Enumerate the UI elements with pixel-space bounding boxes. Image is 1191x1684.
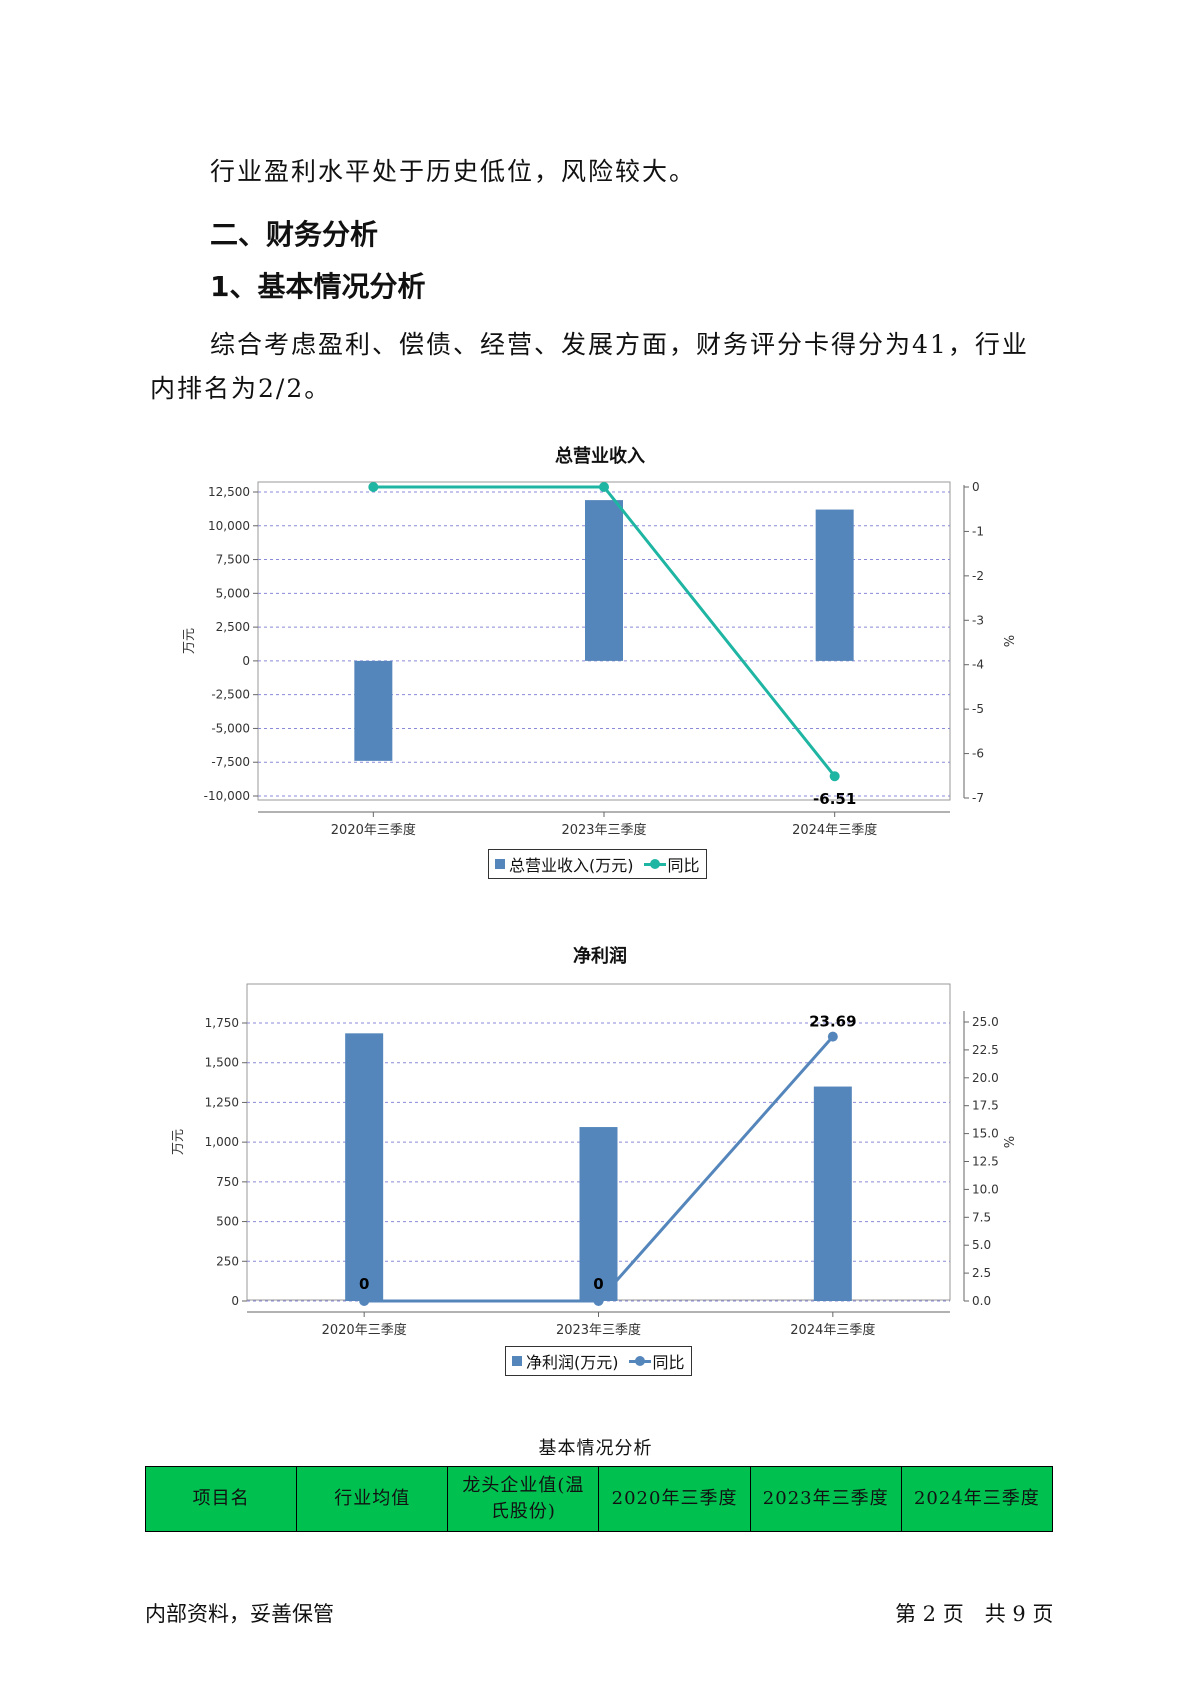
y2-tick-label: -5 (972, 702, 984, 716)
chart1-legend: 总营业收入(万元) 同比 (488, 849, 707, 879)
y-tick-label: 500 (216, 1215, 239, 1229)
line-point (368, 482, 379, 492)
table-caption: 基本情况分析 (538, 1438, 653, 1459)
data-label: 0 (359, 1275, 369, 1293)
chart2-title: 净利润 (573, 946, 627, 967)
y-tick-label: -5,000 (211, 721, 250, 735)
y2-tick-label: 15.0 (972, 1127, 999, 1141)
y2-tick-label: 0 (972, 480, 980, 494)
y2-tick-label: 20.0 (972, 1071, 999, 1085)
col-2020q3: 2020年三季度 (598, 1466, 751, 1532)
y-tick-label: -10,000 (204, 789, 250, 803)
legend-bar-swatch (512, 1356, 522, 1366)
x-tick-label: 2023年三季度 (556, 1322, 641, 1338)
chart1-title: 总营业收入 (555, 446, 645, 467)
col-leader-value: 龙头企业值(温氏股份) (447, 1466, 600, 1532)
bar (813, 1086, 852, 1301)
line-point (359, 1296, 370, 1306)
y2-axis-label: % (1000, 635, 1015, 647)
x-tick-label: 2020年三季度 (331, 822, 416, 838)
summary-line-2: 内排名为2/2。 (150, 374, 332, 403)
footer-page-number: 第 2 页 共 9 页 (895, 1602, 1054, 1626)
y-tick-label: -2,500 (211, 688, 250, 702)
x-tick-label: 2020年三季度 (322, 1322, 407, 1338)
y-tick-label: 1,750 (205, 1016, 239, 1030)
legend-bar-label: 净利润(万元) (526, 1353, 619, 1372)
bar (345, 1033, 384, 1301)
summary-line-1: 综合考虑盈利、偿债、经营、发展方面，财务评分卡得分为41，行业 (210, 330, 1029, 359)
bar (354, 660, 393, 761)
table-header-row: 项目名 行业均值 龙头企业值(温氏股份) 2020年三季度 2023年三季度 2… (144, 1466, 1054, 1532)
y-tick-label: 12,500 (208, 485, 250, 499)
bar (579, 1127, 618, 1301)
y-axis-label: 万元 (182, 628, 197, 654)
legend-line-swatch (628, 1356, 651, 1366)
subsection-heading: 1、基本情况分析 (210, 270, 426, 303)
y-tick-label: 1,000 (205, 1135, 239, 1149)
y2-tick-label: 17.5 (972, 1099, 999, 1113)
footer-left: 内部资料，妥善保管 (145, 1602, 334, 1626)
y2-tick-label: -6 (972, 747, 984, 761)
bar (815, 509, 854, 661)
y2-tick-label: -4 (972, 658, 984, 672)
y2-tick-label: 12.5 (972, 1155, 999, 1169)
x-tick-label: 2023年三季度 (561, 822, 646, 838)
chart2-legend: 净利润(万元) 同比 (505, 1346, 692, 1376)
legend-bar-swatch (495, 859, 505, 869)
data-label: -6.51 (813, 790, 856, 808)
section-heading: 二、财务分析 (210, 218, 379, 251)
data-label: 23.69 (809, 1013, 856, 1031)
y-tick-label: 7,500 (216, 553, 250, 567)
legend-line-label: 同比 (667, 856, 700, 875)
bar (585, 500, 623, 661)
legend-line-label: 同比 (652, 1353, 685, 1372)
y-tick-label: 0 (242, 654, 250, 668)
y-tick-label: 10,000 (208, 519, 250, 533)
line-point (829, 771, 840, 782)
basic-info-table: 项目名 行业均值 龙头企业值(温氏股份) 2020年三季度 2023年三季度 2… (144, 1466, 1054, 1532)
col-2024q3: 2024年三季度 (900, 1466, 1054, 1532)
y2-tick-label: 7.5 (972, 1210, 991, 1224)
y-tick-label: 250 (216, 1254, 239, 1268)
y2-tick-label: -3 (972, 613, 984, 627)
line-point (593, 1296, 604, 1306)
y2-axis-label: % (1000, 1136, 1015, 1148)
y2-tick-label: -1 (972, 524, 984, 538)
y-axis-label: 万元 (171, 1129, 186, 1155)
legend-bar-label: 总营业收入(万元) (509, 856, 634, 875)
y-tick-label: 1,500 (205, 1056, 239, 1070)
y2-tick-label: 0.0 (972, 1294, 991, 1308)
data-label: 0 (593, 1275, 603, 1293)
chart-net-profit: 1,750 1,500 1,250 1,000 750 500 250 0 25.0 22.5 20… (171, 983, 1015, 1338)
x-tick-label: 2024年三季度 (792, 822, 877, 838)
x-tick-label: 2024年三季度 (790, 1322, 875, 1338)
y2-tick-label: -2 (972, 569, 984, 583)
y-tick-label: 750 (216, 1175, 239, 1189)
y2-tick-label: 10.0 (972, 1182, 999, 1196)
chart-revenue: 12,500 10,000 7,500 5,000 2,500 0 -2,500 -5,000… (182, 480, 1015, 838)
y-tick-label: 2,500 (216, 620, 250, 634)
intro-line: 行业盈利水平处于历史低位，风险较大。 (210, 157, 697, 186)
col-2023q3: 2023年三季度 (749, 1466, 902, 1532)
y2-tick-label: 25.0 (972, 1015, 999, 1029)
col-item-name: 项目名 (144, 1466, 298, 1532)
line-point (827, 1031, 838, 1042)
y2-tick-label: 5.0 (972, 1238, 991, 1252)
line-point (599, 482, 609, 492)
y-tick-label: -7,500 (211, 755, 250, 769)
y-tick-label: 1,250 (205, 1095, 239, 1109)
y2-tick-label: -7 (972, 791, 984, 805)
y-tick-label: 0 (231, 1294, 239, 1308)
y2-tick-label: 2.5 (972, 1266, 991, 1280)
y2-tick-label: 22.5 (972, 1043, 999, 1057)
y-tick-label: 5,000 (216, 586, 250, 600)
legend-line-swatch (643, 859, 666, 869)
col-industry-avg: 行业均值 (296, 1466, 449, 1532)
